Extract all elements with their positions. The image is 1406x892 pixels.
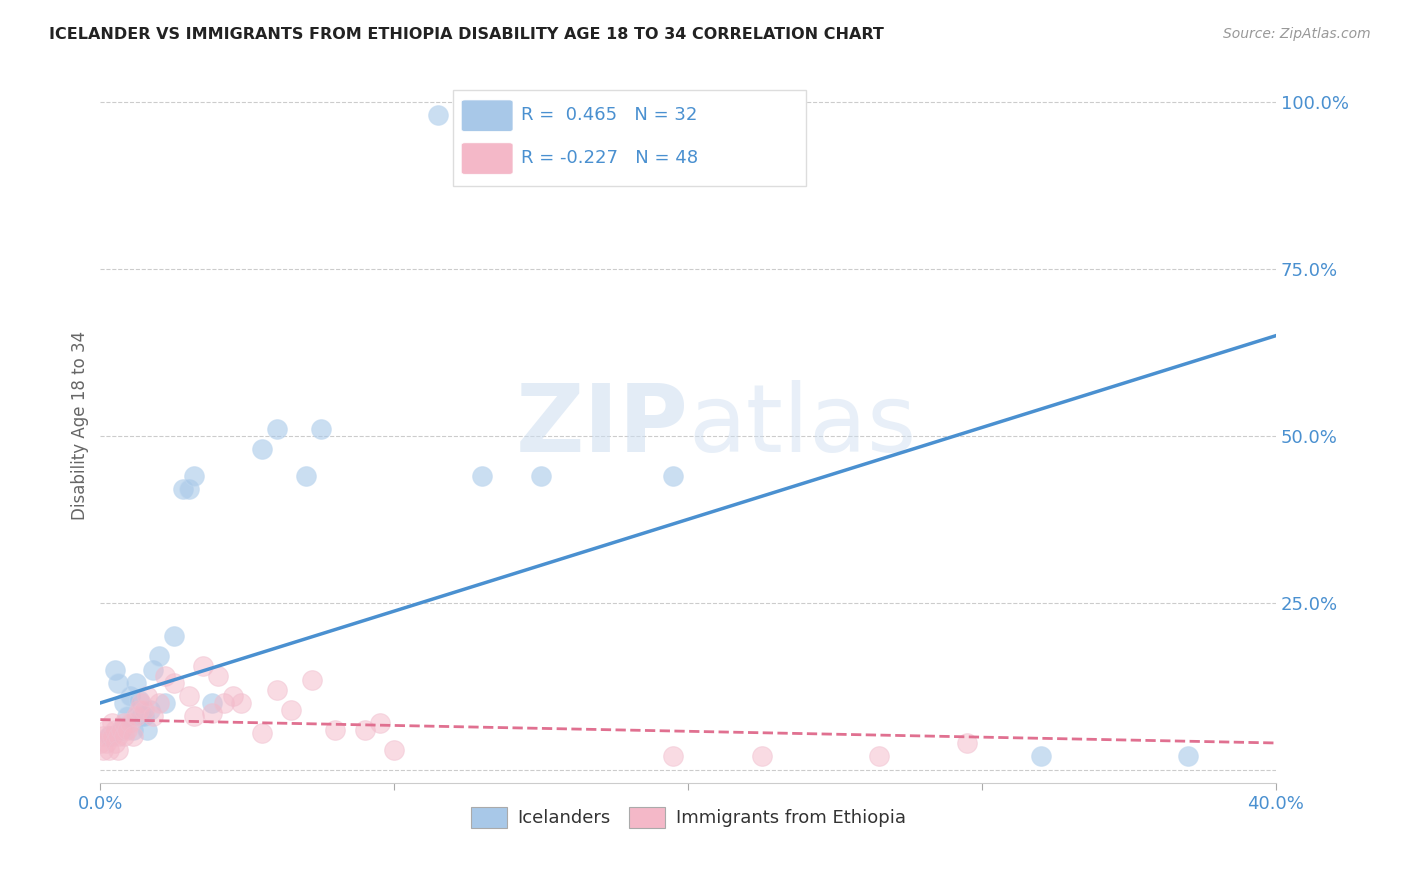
Point — [368, 715, 391, 730]
Point — [96, 723, 118, 737]
Text: Source: ZipAtlas.com: Source: ZipAtlas.com — [1223, 27, 1371, 41]
Point — [91, 742, 114, 756]
Point — [231, 696, 253, 710]
Point — [427, 108, 450, 122]
Point — [354, 723, 377, 737]
Point — [153, 669, 176, 683]
Point — [250, 726, 273, 740]
Point — [662, 749, 685, 764]
Point — [183, 468, 205, 483]
Point — [142, 709, 165, 723]
Point — [124, 676, 146, 690]
Point — [136, 723, 159, 737]
Point — [153, 696, 176, 710]
Point — [96, 736, 118, 750]
Point — [101, 715, 124, 730]
Point — [107, 676, 129, 690]
Point — [118, 690, 141, 704]
Point — [104, 663, 127, 677]
Point — [104, 736, 127, 750]
Point — [325, 723, 347, 737]
Point — [110, 723, 132, 737]
Point — [118, 715, 141, 730]
Point — [163, 629, 186, 643]
Point — [115, 723, 138, 737]
Point — [128, 703, 150, 717]
Point — [131, 709, 153, 723]
Point — [98, 729, 121, 743]
Point — [956, 736, 979, 750]
Legend: Icelanders, Immigrants from Ethiopia: Icelanders, Immigrants from Ethiopia — [464, 799, 912, 835]
Point — [107, 729, 129, 743]
Point — [163, 676, 186, 690]
Y-axis label: Disability Age 18 to 34: Disability Age 18 to 34 — [72, 331, 89, 520]
Point — [91, 729, 114, 743]
Point — [382, 742, 405, 756]
FancyBboxPatch shape — [461, 100, 513, 131]
Point — [183, 709, 205, 723]
Point — [124, 709, 146, 723]
Text: R = -0.227   N = 48: R = -0.227 N = 48 — [522, 149, 699, 167]
Point — [662, 468, 685, 483]
Point — [207, 669, 229, 683]
Point — [121, 723, 143, 737]
Point — [201, 706, 224, 720]
Point — [89, 736, 111, 750]
Point — [221, 690, 243, 704]
Text: atlas: atlas — [688, 380, 917, 472]
Point — [1177, 749, 1199, 764]
Point — [868, 749, 890, 764]
Text: ICELANDER VS IMMIGRANTS FROM ETHIOPIA DISABILITY AGE 18 TO 34 CORRELATION CHART: ICELANDER VS IMMIGRANTS FROM ETHIOPIA DI… — [49, 27, 884, 42]
Point — [250, 442, 273, 457]
Point — [172, 482, 194, 496]
Point — [266, 422, 288, 436]
Point — [142, 663, 165, 677]
Point — [301, 673, 323, 687]
Point — [295, 468, 318, 483]
Point — [115, 709, 138, 723]
Point — [751, 749, 773, 764]
Point — [121, 729, 143, 743]
Point — [177, 482, 200, 496]
Point — [201, 696, 224, 710]
Point — [112, 696, 135, 710]
Point — [110, 723, 132, 737]
Point — [136, 690, 159, 704]
Point — [266, 682, 288, 697]
Point — [280, 703, 302, 717]
Point — [139, 703, 162, 717]
Point — [128, 692, 150, 706]
Point — [212, 696, 235, 710]
Point — [134, 703, 156, 717]
Point — [148, 649, 170, 664]
Point — [101, 729, 124, 743]
Point — [112, 715, 135, 730]
Point — [309, 422, 332, 436]
Text: R =  0.465   N = 32: R = 0.465 N = 32 — [522, 106, 697, 124]
FancyBboxPatch shape — [453, 90, 806, 186]
Text: ZIP: ZIP — [515, 380, 688, 472]
Point — [98, 742, 121, 756]
Point — [193, 659, 215, 673]
Point — [134, 709, 156, 723]
Point — [104, 723, 127, 737]
Point — [107, 742, 129, 756]
Point — [98, 729, 121, 743]
Point — [131, 696, 153, 710]
Point — [148, 696, 170, 710]
FancyBboxPatch shape — [461, 143, 513, 174]
Point — [530, 468, 553, 483]
Point — [177, 690, 200, 704]
Point — [471, 468, 494, 483]
Point — [1029, 749, 1052, 764]
Point — [112, 729, 135, 743]
